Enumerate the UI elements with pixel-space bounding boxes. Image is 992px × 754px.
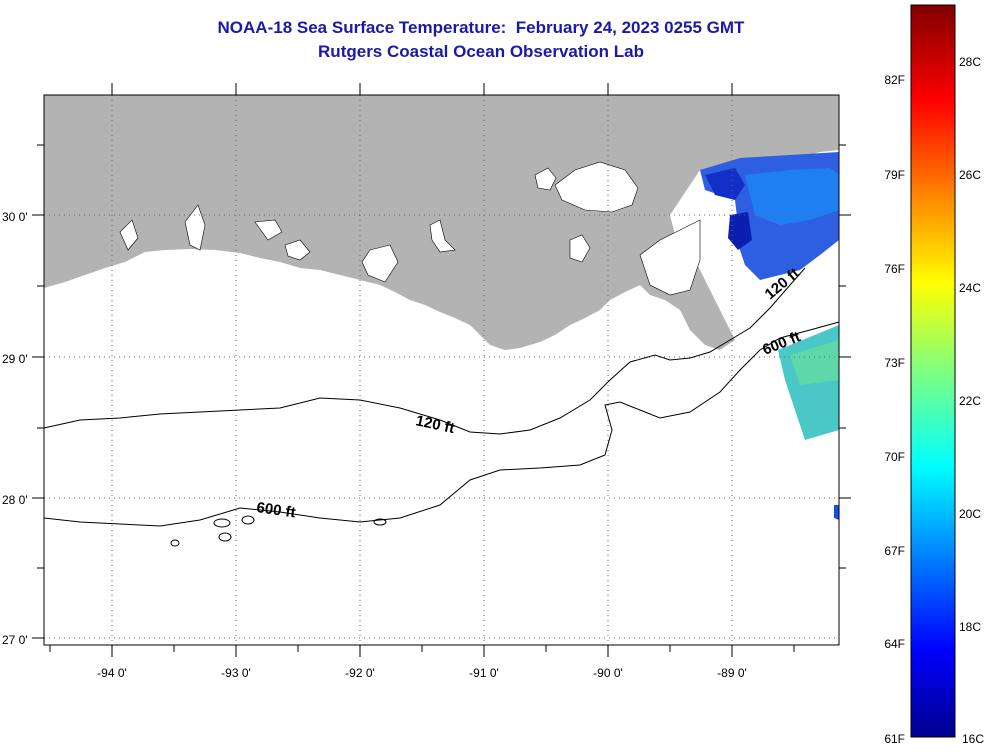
c-label: 26C [959,168,981,182]
f-label: 82F [884,73,905,87]
latitude-labels: 30 0' 29 0' 28 0' 27 0' [2,210,28,647]
tick-marks [32,83,851,657]
map-title: NOAA-18 Sea Surface Temperature: Februar… [217,18,745,37]
f-label: 70F [884,450,905,464]
c-label: 22C [959,394,981,408]
f-label: 79F [884,168,905,182]
c-label: 20C [959,507,981,521]
lon-label: -91 0' [469,666,499,680]
f-label: 73F [884,356,905,370]
lat-label: 29 0' [2,352,28,366]
f-label: 76F [884,262,905,276]
graticule [44,95,839,645]
colorbar-gradient [910,4,956,738]
f-label: 67F [884,544,905,558]
contour-600ft [43,321,840,527]
lon-label: -93 0' [221,666,251,680]
c-label: 18C [959,620,981,634]
c-label: 16C [962,732,984,746]
contour-label-600-center: 600 ft [255,499,296,521]
c-label: 28C [959,55,981,69]
lat-label: 27 0' [2,633,28,647]
sst-swath [700,152,839,520]
f-label: 64F [884,637,905,651]
lon-label: -90 0' [593,666,623,680]
contour-120ft [43,267,806,435]
land-mass [44,95,839,350]
lat-label: 30 0' [2,210,28,224]
lakes [119,161,701,296]
lat-label: 28 0' [2,493,28,507]
bathymetry-contours [43,267,840,547]
map-subtitle: Rutgers Coastal Ocean Observation Lab [318,42,644,61]
lon-label: -92 0' [345,666,375,680]
lon-label: -94 0' [97,666,127,680]
fahrenheit-labels: 82F 79F 76F 73F 70F 67F 64F 61F [884,73,905,746]
f-label: 61F [884,732,905,746]
c-label: 24C [959,281,981,295]
map-frame [43,94,840,646]
lon-label: -89 0' [717,666,747,680]
celsius-labels: 28C 26C 24C 22C 20C 18C 16C [959,55,984,746]
longitude-labels: -94 0' -93 0' -92 0' -91 0' -90 0' -89 0… [97,666,747,680]
